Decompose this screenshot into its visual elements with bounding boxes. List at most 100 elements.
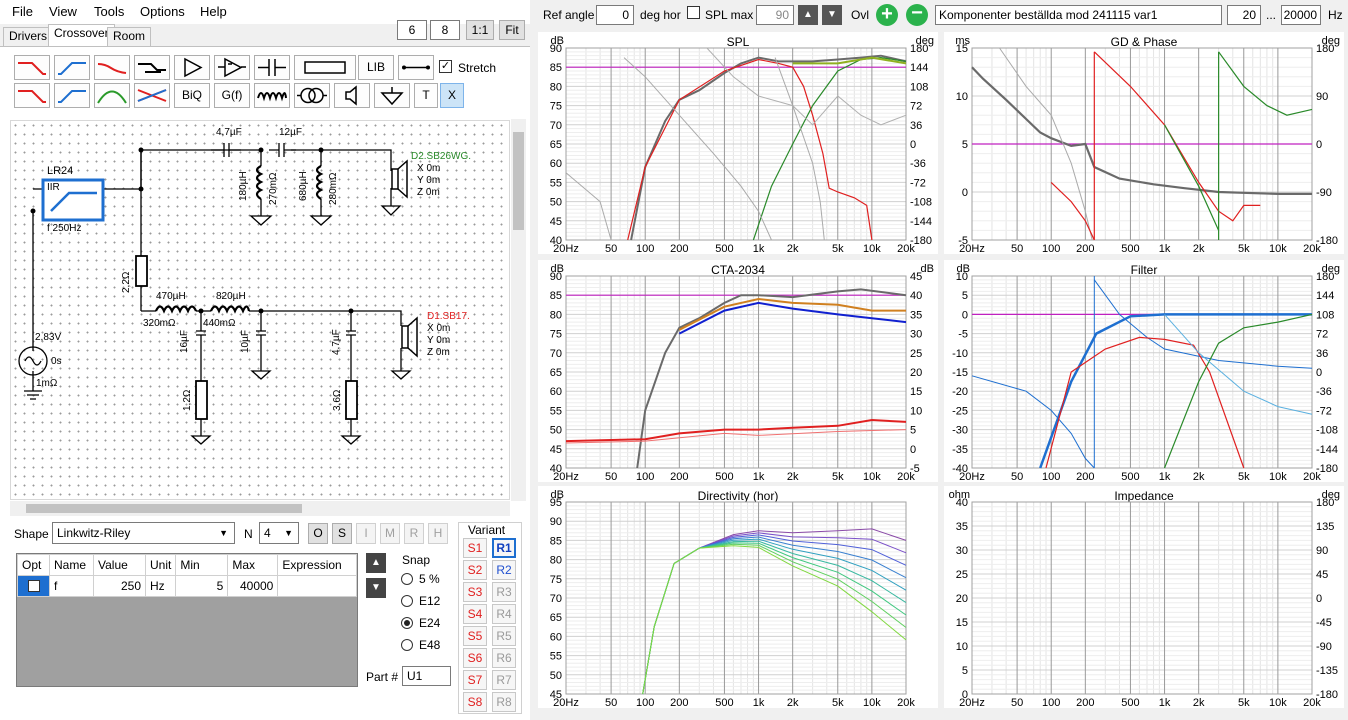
allpass-icon[interactable] [134, 83, 170, 108]
freq-to-input[interactable]: 20000 [1281, 5, 1321, 25]
variant-s7[interactable]: S7 [463, 670, 487, 690]
capacitor-icon[interactable] [254, 55, 290, 80]
variant-s6[interactable]: S6 [463, 648, 487, 668]
speaker-icon[interactable] [334, 83, 370, 108]
opt-cell[interactable] [17, 575, 50, 597]
spl-down-icon[interactable]: ▼ [822, 5, 842, 25]
lowpass-2-icon[interactable] [14, 83, 50, 108]
move-up-icon[interactable]: ▲ [366, 553, 386, 573]
part-input[interactable]: U1 [402, 666, 451, 686]
menu-tools[interactable]: Tools [94, 4, 125, 19]
hscroll-thumb[interactable] [26, 504, 302, 513]
variant-s2[interactable]: S2 [463, 560, 487, 580]
ref-angle-input[interactable]: 0 [596, 5, 634, 25]
bandpass-icon[interactable] [94, 83, 130, 108]
spl-max-input[interactable]: 90 [756, 5, 794, 25]
menu-options[interactable]: Options [140, 4, 185, 19]
shape-select[interactable]: Linkwitz-Riley ▼ [52, 522, 235, 544]
cta-title: CTA-2034 [711, 263, 765, 277]
tab-room[interactable]: Room [107, 27, 152, 46]
y-tick-left: 80 [550, 309, 562, 321]
biquad-button[interactable]: BiQ [174, 83, 210, 108]
expression-cell[interactable] [277, 575, 357, 597]
filter-graph[interactable]: Filter 10 180 5 144 0 108 -5 72 -10 36 -15 0 -20 -36 -2… [944, 260, 1344, 482]
menu-file[interactable]: File [12, 4, 33, 19]
tab-drivers[interactable]: Drivers [3, 27, 53, 46]
opt-checkbox[interactable] [27, 580, 40, 592]
add-overlay-icon[interactable]: + [876, 4, 898, 26]
schematic-canvas[interactable]: LR24 IIR f 250Hz 4,7µF 12µF 180µH 270mΩ … [10, 120, 510, 500]
variant-r8[interactable]: R8 [492, 692, 516, 712]
stretch-checkbox[interactable]: ✓ [439, 60, 452, 73]
shape-btn-m[interactable]: M [380, 523, 400, 544]
shape-btn-o[interactable]: O [308, 523, 328, 544]
spl-title: SPL [726, 35, 750, 49]
fit-button[interactable]: Fit [499, 20, 525, 40]
variant-r1[interactable]: R1 [492, 538, 516, 558]
library-button[interactable]: LIB [358, 55, 394, 80]
resistor-icon[interactable] [294, 55, 356, 80]
variant-r3[interactable]: R3 [492, 582, 516, 602]
delete-button[interactable]: X [440, 83, 464, 108]
snap-e24[interactable]: E24 [401, 616, 440, 630]
variant-r5[interactable]: R5 [492, 626, 516, 646]
shelf-icon[interactable] [134, 55, 170, 80]
spl-graph[interactable]: SPL 90 180 85 144 80 108 75 72 70 36 65 0 60 -36 55 -72 5… [538, 32, 938, 254]
wire-icon[interactable] [398, 55, 434, 80]
buffer-icon[interactable] [174, 55, 210, 80]
spl-up-icon[interactable]: ▲ [798, 5, 818, 25]
variant-s8[interactable]: S8 [463, 692, 487, 712]
imp-graph[interactable]: Impedance 40 180 35 135 30 90 25 45 20 0 15 -45 10 -90… [944, 486, 1344, 708]
variant-s1[interactable]: S1 [463, 538, 487, 558]
variant-s4[interactable]: S4 [463, 604, 487, 624]
shape-btn-i[interactable]: I [356, 523, 376, 544]
schematic-hscroll[interactable] [10, 501, 510, 516]
opamp-icon[interactable] [214, 55, 250, 80]
menu-help[interactable]: Help [200, 4, 227, 19]
vscroll-thumb[interactable] [513, 132, 524, 230]
order-select[interactable]: 4 ▼ [259, 522, 299, 544]
name-cell[interactable]: f [49, 575, 94, 597]
inductor-icon[interactable] [254, 83, 290, 108]
snap-e12[interactable]: E12 [401, 594, 440, 608]
variant-r6[interactable]: R6 [492, 648, 516, 668]
shape-btn-r[interactable]: R [404, 523, 424, 544]
table-row[interactable]: f 250 Hz 5 40000 [17, 575, 357, 597]
variant-s3[interactable]: S3 [463, 582, 487, 602]
variant-r4[interactable]: R4 [492, 604, 516, 624]
view-count-b[interactable]: 8 [430, 20, 460, 40]
freq-from-input[interactable]: 20 [1227, 5, 1261, 25]
shape-btn-h[interactable]: H [428, 523, 448, 544]
move-down-icon[interactable]: ▼ [366, 578, 386, 598]
lowpass-icon[interactable] [14, 55, 50, 80]
max-cell[interactable]: 40000 [227, 575, 279, 597]
min-cell[interactable]: 5 [175, 575, 229, 597]
zoom-1to1-button[interactable]: 1:1 [466, 20, 494, 40]
order-value: 4 [264, 526, 271, 540]
variant-group [458, 522, 522, 714]
highpass-2-icon[interactable] [54, 83, 90, 108]
menu-view[interactable]: View [49, 4, 77, 19]
ground-icon[interactable] [374, 83, 410, 108]
spl-max-checkbox[interactable] [687, 6, 700, 19]
variant-s5[interactable]: S5 [463, 626, 487, 646]
dir-graph[interactable]: Directivity (hor) 95 90 85 80 75 70 65 60 55 50 45 2… [538, 486, 938, 708]
snap-e48[interactable]: E48 [401, 638, 440, 652]
transformer-icon[interactable] [294, 83, 330, 108]
tab-crossover[interactable]: Crossover [48, 24, 115, 46]
bandstop-icon[interactable] [94, 55, 130, 80]
highpass-icon[interactable] [54, 55, 90, 80]
gf-button[interactable]: G(f) [214, 83, 250, 108]
remove-overlay-icon[interactable]: − [906, 3, 928, 26]
variant-r7[interactable]: R7 [492, 670, 516, 690]
variant-r2[interactable]: R2 [492, 560, 516, 580]
shape-btn-s[interactable]: S [332, 523, 352, 544]
gd-graph[interactable]: GD & Phase 15 180 10 90 5 0 0 -90 -5 -180 20Hz 50 100… [944, 32, 1344, 254]
text-button[interactable]: T [414, 83, 438, 108]
project-name-field[interactable]: Komponenter beställda mod 241115 var1 [935, 5, 1222, 25]
view-count-a[interactable]: 6 [397, 20, 427, 40]
schematic-vscroll[interactable] [511, 119, 526, 501]
snap-5pct[interactable]: 5 % [401, 572, 440, 586]
cta-graph[interactable]: CTA-2034 90 45 85 40 80 35 75 30 70 25 65 20 60 15 55 10… [538, 260, 938, 482]
value-cell[interactable]: 250 [93, 575, 146, 597]
